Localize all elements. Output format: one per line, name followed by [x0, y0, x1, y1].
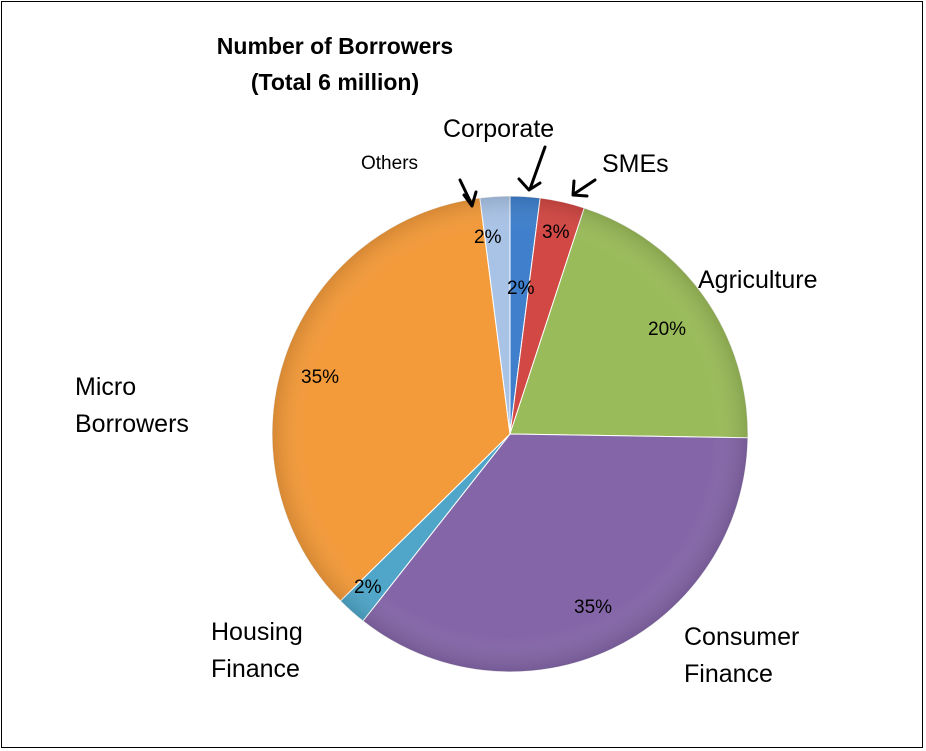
- pie-slices: [271, 195, 749, 673]
- data-label-agriculture: 20%: [648, 319, 686, 340]
- data-label-others: 2%: [474, 227, 502, 248]
- category-label-others: Others: [361, 153, 418, 174]
- chart-title-line-2: (Total 6 million): [251, 69, 419, 95]
- category-label-micro-borrowers-line-1: Micro: [75, 373, 136, 401]
- data-label-micro-borrowers: 35%: [301, 367, 339, 388]
- category-label-micro-borrowers-line-2: Borrowers: [75, 410, 189, 438]
- category-label-housing-finance: Housing Finance: [211, 618, 310, 683]
- category-label-agriculture: Agriculture: [698, 266, 818, 294]
- category-label-consumer-finance-line-2: Finance: [684, 660, 773, 688]
- category-label-housing-finance-line-2: Finance: [211, 655, 300, 683]
- category-label-corporate: Corporate: [443, 115, 554, 143]
- category-label-micro-borrowers: Micro Borrowers: [75, 373, 189, 438]
- leader-arrow-corporate: [517, 145, 547, 192]
- data-label-smes: 3%: [542, 222, 570, 243]
- category-label-consumer-finance-line-1: Consumer: [684, 623, 799, 651]
- leader-arrow-smes: [571, 178, 597, 198]
- category-label-smes: SMEs: [602, 150, 669, 178]
- data-label-corporate: 2%: [507, 278, 535, 299]
- data-label-consumer-finance: 35%: [574, 597, 612, 618]
- leader-arrow-others: [458, 178, 478, 208]
- category-label-consumer-finance: Consumer Finance: [684, 623, 806, 688]
- category-label-housing-finance-line-1: Housing: [211, 618, 303, 646]
- chart-title-line-1: Number of Borrowers: [217, 33, 453, 59]
- data-label-housing-finance: 2%: [354, 577, 382, 598]
